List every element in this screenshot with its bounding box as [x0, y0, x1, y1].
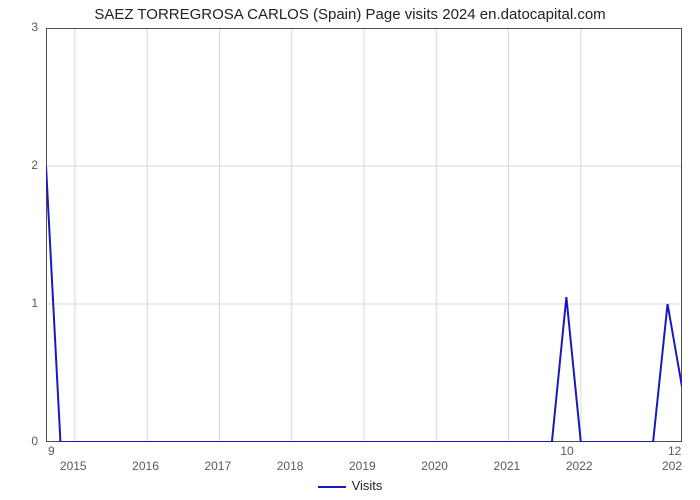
- x-tick-label: 2022: [566, 459, 593, 473]
- x-tick-label-clipped: 202: [662, 459, 682, 473]
- chart-legend: Visits: [0, 478, 700, 493]
- x-tick-label: 2021: [494, 459, 521, 473]
- x-tick-label: 2020: [421, 459, 448, 473]
- y-tick-label: 3: [31, 20, 38, 34]
- x-tick-label: 2017: [204, 459, 231, 473]
- x-tick-label: 2019: [349, 459, 376, 473]
- secondary-baseline-label: 10: [560, 444, 573, 458]
- x-tick-label: 2018: [277, 459, 304, 473]
- legend-swatch: [318, 486, 346, 488]
- x-tick-label: 2015: [60, 459, 87, 473]
- x-tick-label: 2016: [132, 459, 159, 473]
- y-tick-label: 0: [31, 434, 38, 448]
- legend-label: Visits: [352, 478, 383, 493]
- secondary-baseline-label: 9: [48, 444, 55, 458]
- chart-title: SAEZ TORREGROSA CARLOS (Spain) Page visi…: [0, 6, 700, 23]
- y-tick-label: 1: [31, 296, 38, 310]
- y-tick-label: 2: [31, 158, 38, 172]
- line-chart: [46, 28, 682, 442]
- secondary-baseline-label: 12: [668, 444, 681, 458]
